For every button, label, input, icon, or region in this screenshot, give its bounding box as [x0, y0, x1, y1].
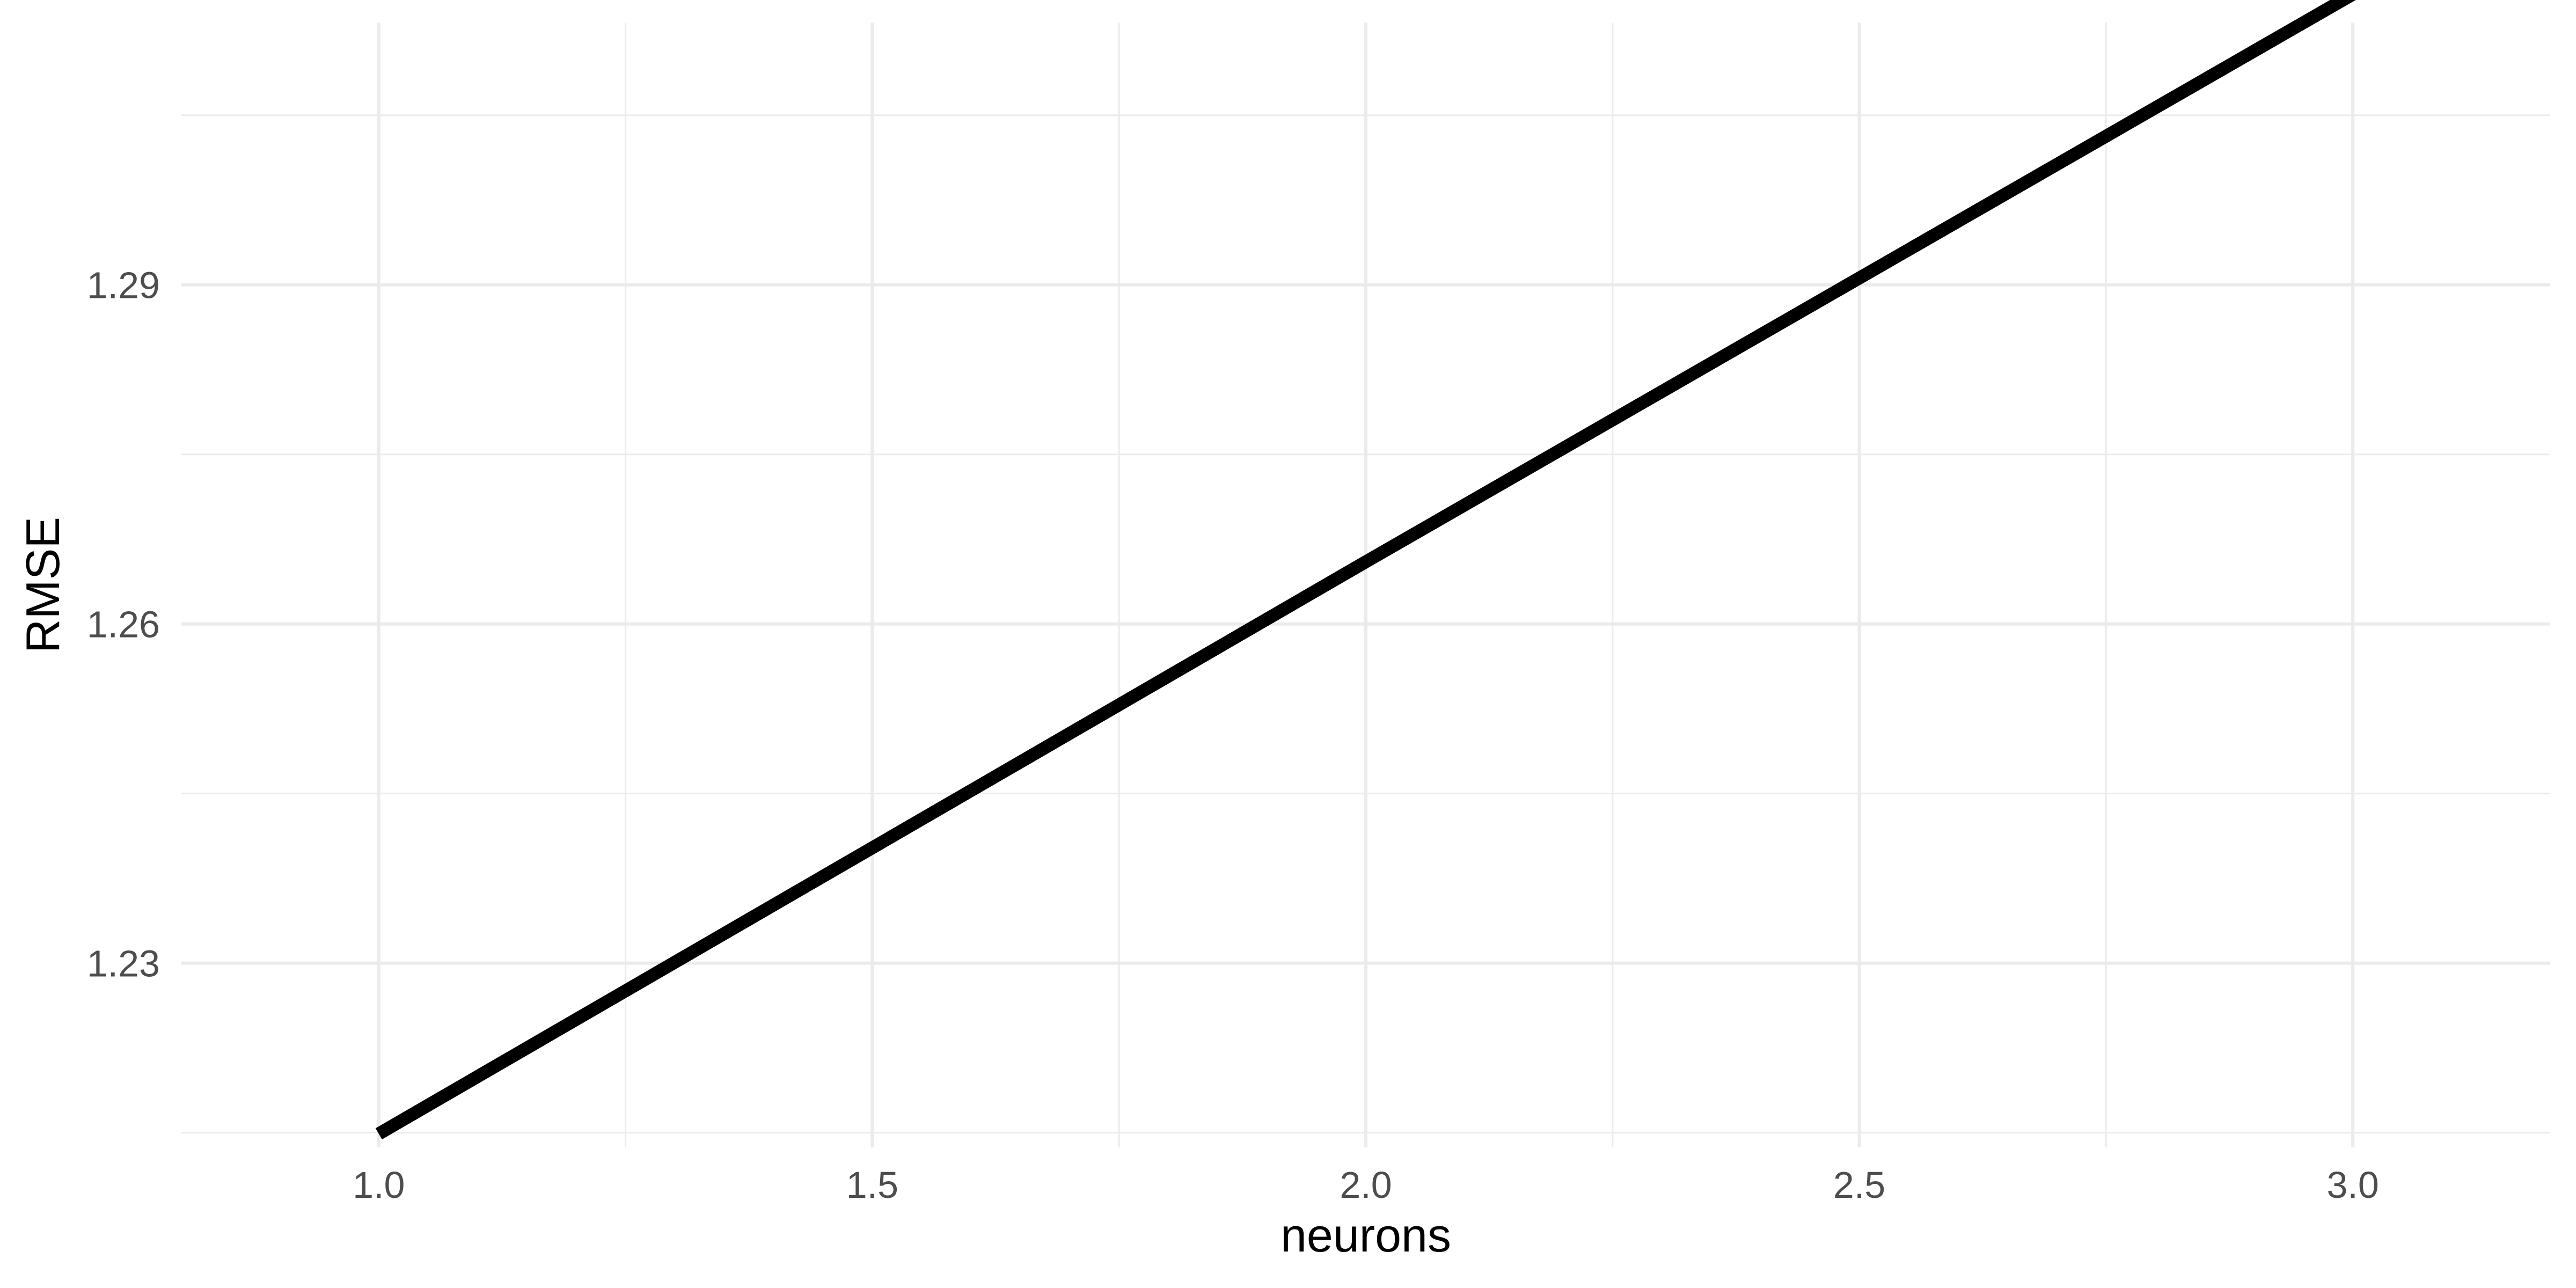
y-tick-label: 1.26: [87, 604, 160, 646]
y-tick-label: 1.23: [87, 943, 160, 985]
series-line: [375, 0, 2356, 1140]
x-tick-label: 2.0: [1340, 1164, 1392, 1206]
x-axis-ticks: 1.0 1.5 2.0 2.5 3.0: [353, 1164, 2379, 1206]
x-tick-label: 1.5: [846, 1164, 898, 1206]
x-tick-label: 1.0: [353, 1164, 405, 1206]
y-axis-title: RMSE: [16, 517, 69, 653]
x-axis-title: neurons: [1280, 1209, 1451, 1262]
x-tick-label: 3.0: [2327, 1164, 2379, 1206]
series-layer: [375, 0, 2356, 1140]
x-tick-label: 2.5: [1833, 1164, 1885, 1206]
y-axis-ticks: 1.23 1.26 1.29: [87, 265, 160, 985]
y-tick-label: 1.29: [87, 265, 160, 306]
major-grid: [181, 23, 2550, 1147]
